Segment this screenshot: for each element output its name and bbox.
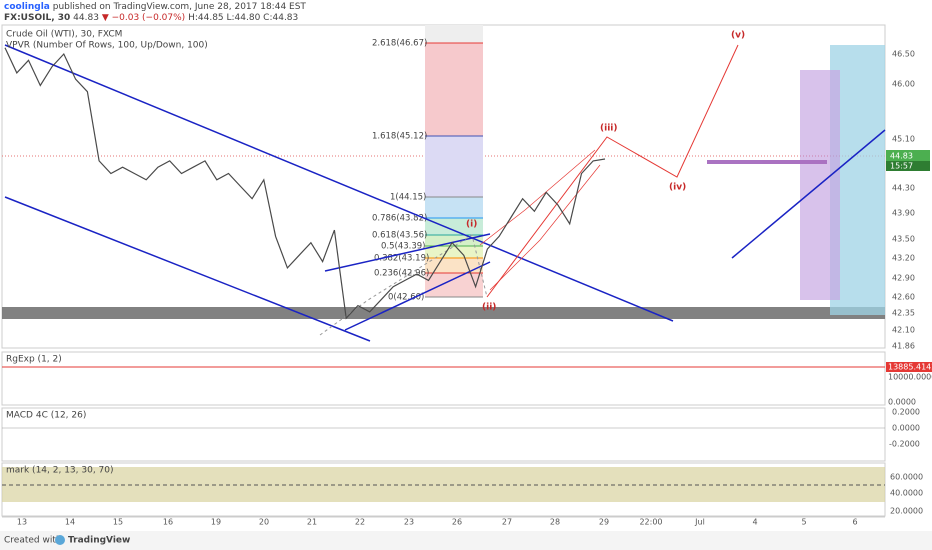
time-axis-label: 21: [307, 518, 317, 527]
price-axis-label: 42.10: [892, 326, 915, 335]
time-axis-label: 20: [259, 518, 269, 527]
ohlc: H:44.85 L:44.80 C:44.83: [188, 13, 298, 23]
time-axis-label: 6: [852, 518, 857, 527]
wave-label: (ii): [482, 303, 496, 313]
indicator-axis-label: 60.0000: [890, 473, 923, 482]
time-axis-label: 19: [211, 518, 221, 527]
time-axis-label: 15: [113, 518, 123, 527]
time-axis-label: 16: [163, 518, 173, 527]
author: coolingla: [4, 2, 50, 12]
quote: FX:USOIL, 30 44.83 ▼ −0.03 (−0.07%) H:44…: [4, 13, 298, 23]
countdown-box: [886, 161, 930, 171]
indicator-axis-label: 13885.4142: [888, 363, 932, 372]
trend-lines: [4, 44, 886, 342]
price-axis-label: 42.35: [892, 309, 915, 318]
footer-text: Created with: [4, 536, 62, 546]
indicator-axis-label: 10000.0000: [888, 373, 932, 382]
price-line: [4, 47, 606, 320]
price-axis-label: 46.50: [892, 50, 915, 59]
price-axis-label: 46.00: [892, 80, 915, 89]
time-axis-label: 28: [550, 518, 560, 527]
wave-label: (i): [466, 220, 477, 230]
wave-label: (iv): [669, 183, 686, 193]
price-axis-label: 42.90: [892, 274, 915, 283]
indicator-axis-label: 0.2000: [892, 408, 920, 417]
header: coolingla published on TradingView.com, …: [4, 2, 306, 12]
wave-path: [319, 44, 739, 336]
series-legend: Crude Oil (WTI), 30, FXCM: [6, 30, 122, 40]
published: published on TradingView.com, June 28, 2…: [53, 2, 307, 12]
last-price-box: [886, 150, 930, 161]
fib-label: 0.5(43.39): [381, 242, 425, 252]
indicator-axis-label: 0.0000: [892, 424, 920, 433]
time-axis-label: 29: [599, 518, 609, 527]
price-axis-label: 45.10: [892, 135, 915, 144]
change: ▼ −0.03 (−0.07%): [102, 13, 185, 23]
last-price: 44.83: [890, 152, 913, 161]
time-axis-label: 22:00: [639, 518, 662, 527]
price-axis-label: 43.20: [892, 254, 915, 263]
time-axis-label: 4: [752, 518, 757, 527]
fib-label: 2.618(46.67): [372, 39, 427, 49]
countdown: 15:57: [890, 162, 913, 171]
fib-label: 1(44.15): [390, 193, 426, 203]
fib-label: 0.618(43.56): [372, 231, 427, 241]
indicator-name: RgExp (1, 2): [6, 355, 62, 365]
time-axis-label: 13: [17, 518, 27, 527]
support-zone: [2, 307, 885, 319]
indicator-axis-label: 20.0000: [890, 507, 923, 516]
vpvr-legend: VPVR (Number Of Rows, 100, Up/Down, 100): [6, 41, 208, 51]
time-axis-label: 22: [355, 518, 365, 527]
wave-label: (iii): [600, 124, 617, 134]
time-axis-label: 5: [801, 518, 806, 527]
time-axis-label: 14: [65, 518, 75, 527]
indicator-name: MACD 4C (12, 26): [6, 411, 86, 421]
time-axis-label: 23: [404, 518, 414, 527]
price-axis-bg: [886, 25, 932, 516]
indicator-name: mark (14, 2, 13, 30, 70): [6, 466, 114, 476]
fib-label: 0.382(43.19): [374, 254, 429, 264]
footer-brand[interactable]: TradingView: [68, 536, 130, 546]
last: 44.83: [73, 13, 99, 23]
price-axis-label: 41.86: [892, 342, 915, 351]
fib-box: [425, 25, 483, 298]
price-axis-label: 43.90: [892, 209, 915, 218]
rgexp-pane: [1, 351, 886, 406]
price-axis-label: 43.50: [892, 235, 915, 244]
footer-logo: [55, 535, 65, 545]
fib-label: 0.236(42.96): [374, 269, 429, 279]
fib-label: 0.786(43.82): [372, 214, 427, 224]
wave-label: (v): [731, 31, 745, 41]
time-axis-label: 26: [452, 518, 462, 527]
footer-bg: [0, 531, 932, 550]
rgexp-box: [886, 362, 932, 372]
fib-label: 1.618(45.12): [372, 132, 427, 142]
fib-label: 0(42.60): [388, 293, 424, 303]
macd-pane: [1, 407, 886, 462]
symbol: FX:USOIL, 30: [4, 13, 70, 23]
time-axis-label: 27: [502, 518, 512, 527]
indicator-axis-label: -0.2000: [889, 440, 920, 449]
price-axis-label: 44.30: [892, 184, 915, 193]
indicator-axis-label: 0.0000: [888, 398, 916, 407]
indicator-axis-label: 40.0000: [890, 489, 923, 498]
time-axis-label: Jul: [694, 518, 705, 527]
price-axis-label: 42.60: [892, 293, 915, 302]
